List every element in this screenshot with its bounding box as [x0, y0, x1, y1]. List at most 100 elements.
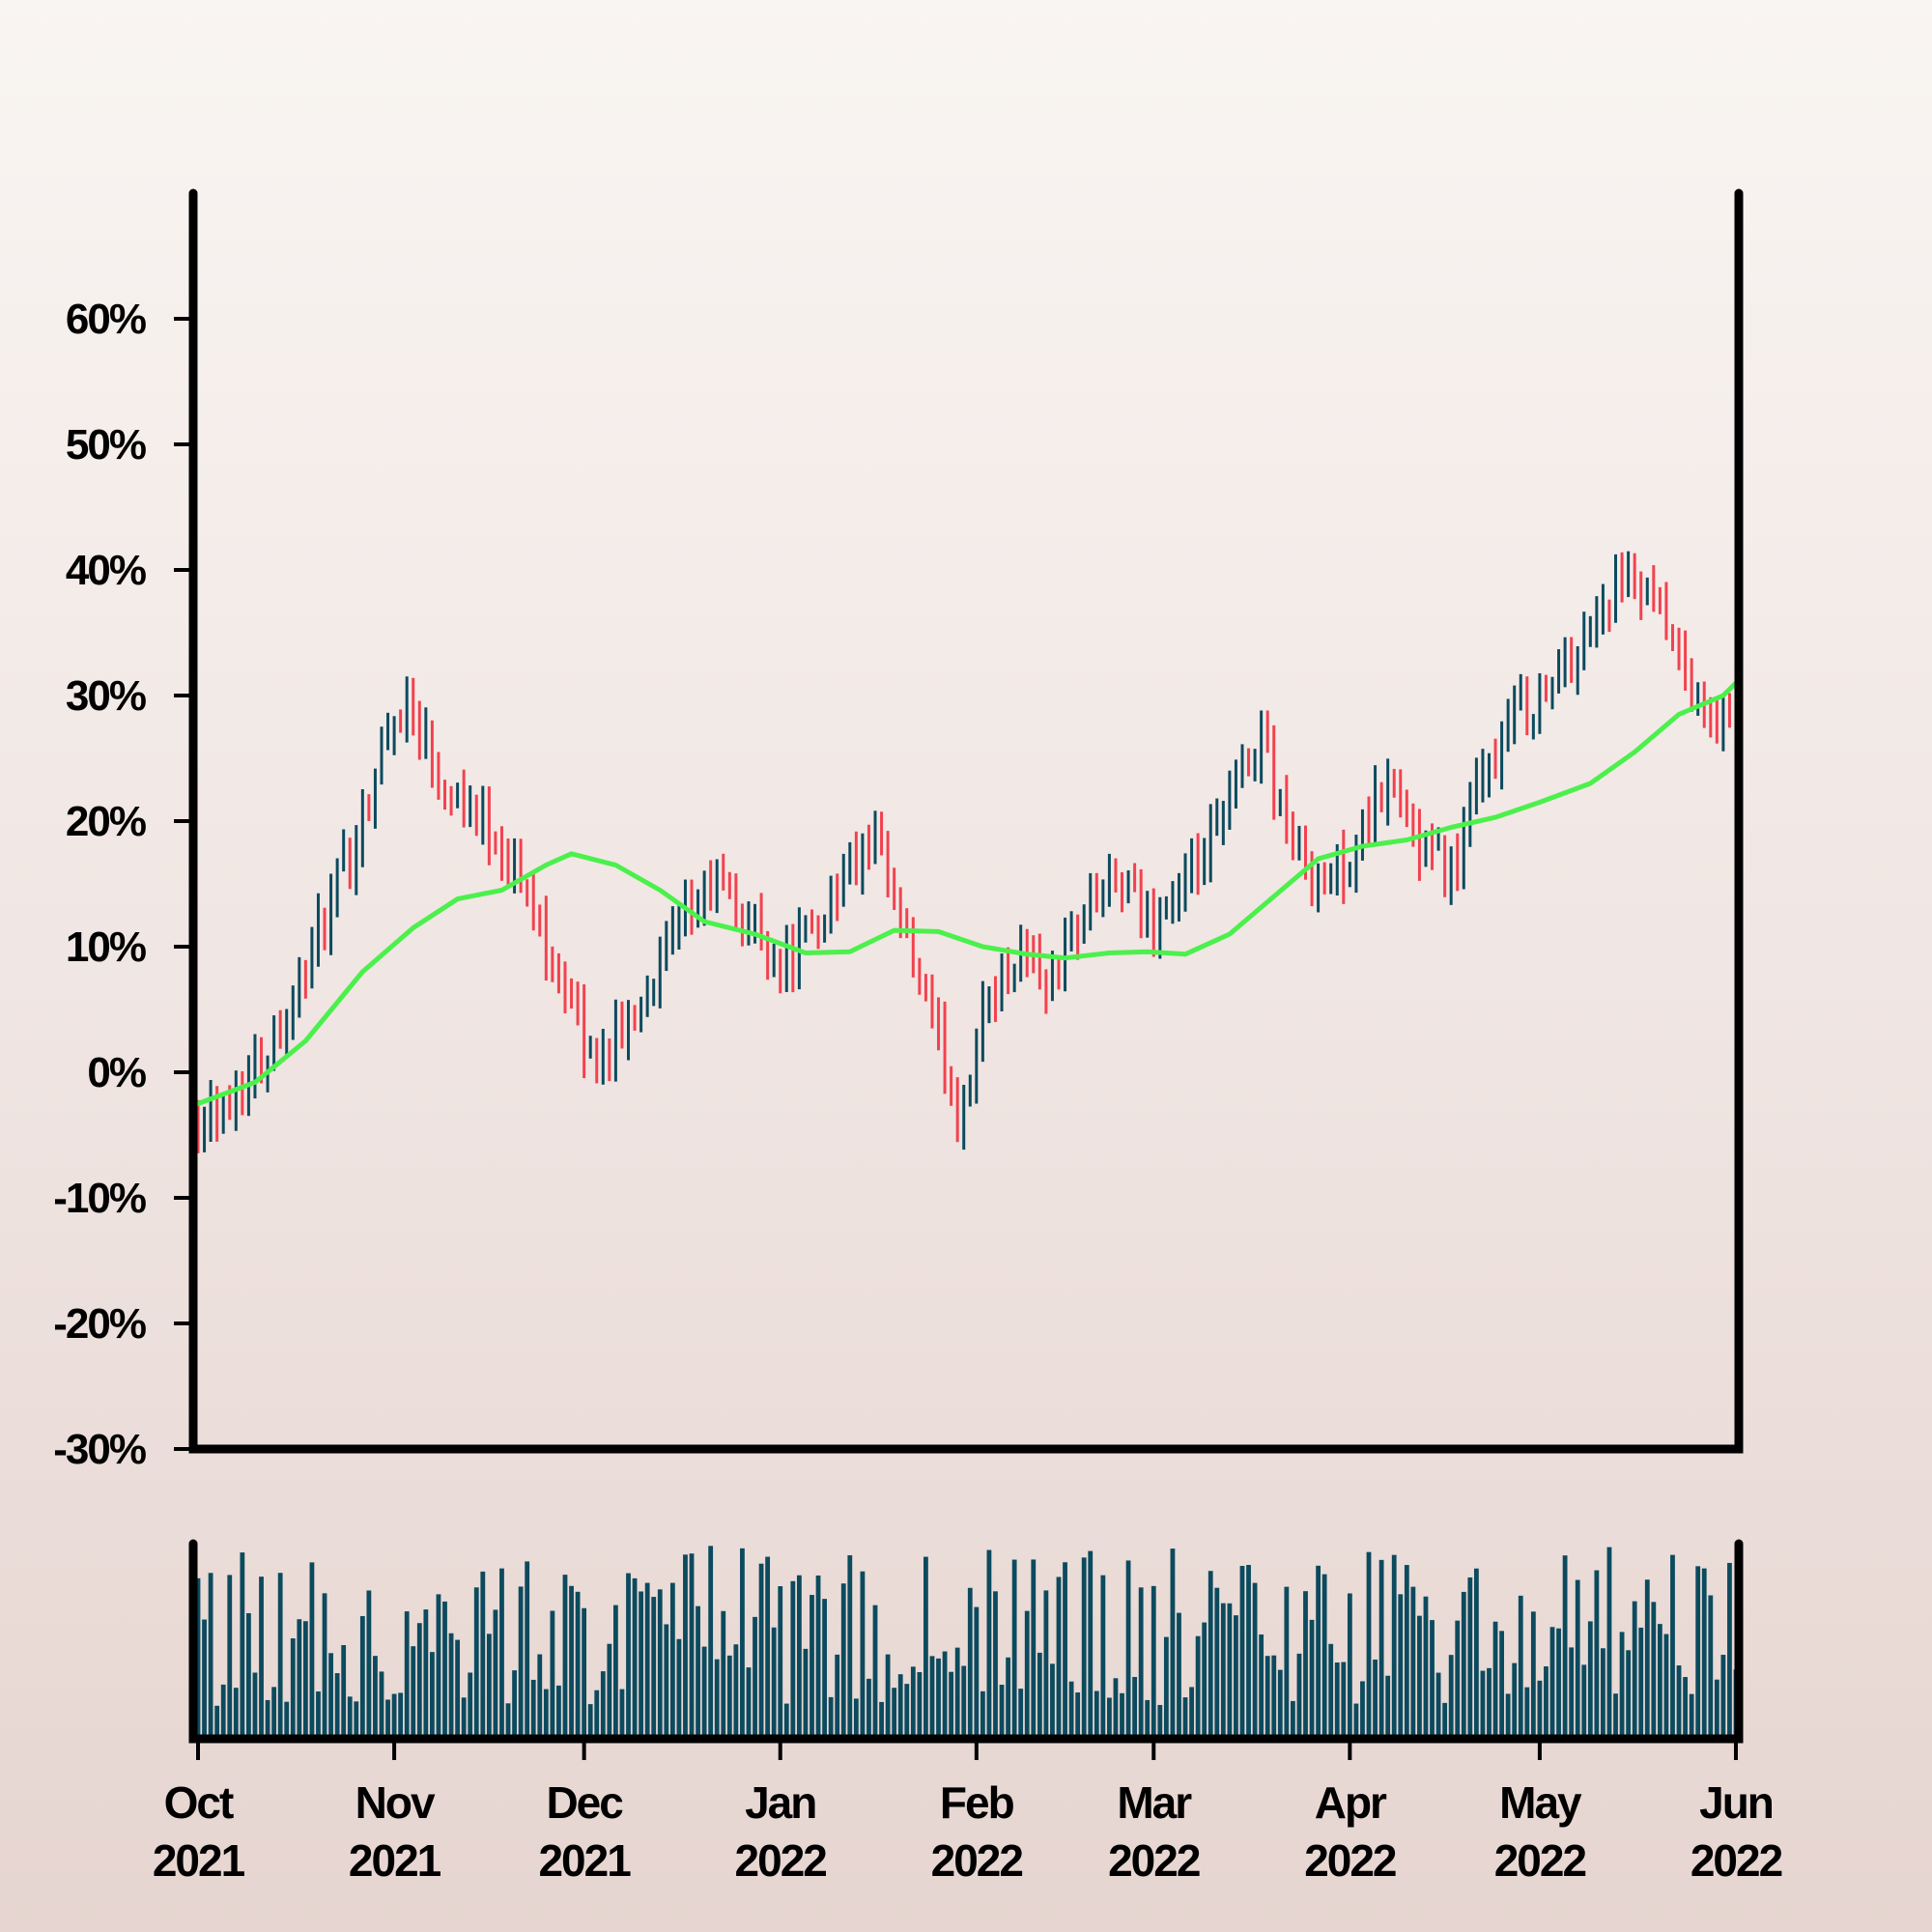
volume-bar	[1423, 1596, 1429, 1735]
volume-bar	[1619, 1632, 1625, 1735]
volume-bar	[1138, 1587, 1144, 1735]
y-tick-label: 60%	[66, 296, 146, 343]
volume-bar	[587, 1704, 593, 1735]
volume-bar	[753, 1616, 757, 1735]
volume-bar	[1378, 1559, 1384, 1735]
moving-average-line	[195, 680, 1739, 1106]
volume-bar	[480, 1571, 486, 1735]
volume-bar	[594, 1690, 600, 1735]
volume-bar	[208, 1573, 213, 1735]
y-tick-label: -10%	[53, 1175, 146, 1222]
volume-bar	[639, 1591, 644, 1735]
volume-bar	[1107, 1697, 1112, 1735]
volume-bar	[448, 1633, 454, 1735]
volume-bar	[436, 1594, 441, 1735]
volume-bar	[612, 1605, 618, 1735]
volume-bar	[416, 1623, 422, 1735]
volume-bar	[1284, 1586, 1290, 1735]
volume-bar	[233, 1688, 239, 1735]
x-tick-label-year: 2021	[153, 1835, 245, 1886]
volume-bar	[910, 1666, 916, 1735]
volume-bar	[1068, 1681, 1074, 1735]
volume-bar	[1549, 1627, 1555, 1735]
volume-bar	[575, 1591, 581, 1735]
volume-bar	[1316, 1565, 1321, 1735]
volume-bar	[929, 1656, 935, 1735]
volume-bar	[1663, 1634, 1669, 1735]
x-tick-label-month: Jan	[745, 1777, 815, 1828]
volume-bar	[1689, 1693, 1694, 1735]
volume-bar	[961, 1665, 967, 1735]
volume-bar	[359, 1615, 365, 1735]
volume-bar	[468, 1672, 473, 1735]
volume-bar	[1259, 1634, 1264, 1735]
volume-bar	[1113, 1678, 1119, 1735]
volume-bar	[835, 1654, 840, 1735]
volume-bar	[1334, 1662, 1340, 1735]
volume-bar	[1170, 1548, 1176, 1735]
volume-bar	[683, 1554, 688, 1735]
volume-bar	[373, 1656, 378, 1735]
y-tick-label: -20%	[53, 1300, 146, 1348]
volume-bar	[252, 1672, 258, 1735]
x-tick-label-month: Dec	[546, 1777, 623, 1828]
volume-bar	[696, 1605, 700, 1735]
volume-bar	[341, 1645, 347, 1735]
volume-bar	[1632, 1601, 1637, 1735]
x-tick-label-month: Jun	[1699, 1777, 1773, 1828]
volume-bar	[1581, 1664, 1587, 1735]
y-axis: 60% 50% 40% 30% 20% 10% 0% -10% -20% -30%	[53, 296, 193, 1473]
volume-bar	[309, 1562, 315, 1735]
volume-bar	[936, 1658, 941, 1735]
volume-bar	[1151, 1585, 1156, 1735]
volume-bar	[1398, 1594, 1404, 1735]
volume-bar	[815, 1575, 821, 1735]
volume-bar	[708, 1546, 714, 1735]
volume-bar	[867, 1678, 871, 1735]
volume-bar	[822, 1599, 827, 1735]
volume-bar	[657, 1589, 663, 1735]
volume-bar	[733, 1644, 739, 1735]
volume-bar	[993, 1591, 998, 1735]
volume-bar	[828, 1696, 834, 1735]
x-tick-label-year: 2021	[349, 1835, 441, 1886]
volume-bar	[796, 1575, 802, 1735]
volume-bar	[1031, 1559, 1037, 1735]
volume-bar	[676, 1638, 682, 1735]
x-tick-label-year: 2021	[538, 1835, 631, 1886]
volume-bar	[1094, 1690, 1099, 1735]
volume-bar	[746, 1667, 752, 1735]
x-tick-label-month: Oct	[164, 1777, 234, 1828]
volume-bar	[1487, 1667, 1492, 1735]
volume-bar	[1100, 1575, 1106, 1735]
volume-bar	[1214, 1587, 1220, 1735]
volume-bar	[1366, 1551, 1372, 1735]
volume-bar	[701, 1646, 707, 1735]
volume-bar	[302, 1621, 308, 1735]
volume-bar	[689, 1553, 695, 1735]
volume-bar	[1328, 1643, 1334, 1735]
volume-bar	[1480, 1670, 1486, 1735]
volume-bar	[1461, 1591, 1466, 1735]
volume-bar	[1467, 1577, 1473, 1735]
volume-bar	[1075, 1692, 1081, 1735]
volume-bar	[1120, 1692, 1124, 1735]
volume-bars	[195, 1546, 1739, 1735]
y-tick-label: 0%	[87, 1049, 145, 1096]
volume-bar	[1208, 1571, 1213, 1735]
volume-bar	[1435, 1672, 1441, 1735]
volume-bar	[1290, 1700, 1295, 1735]
volume-bar	[543, 1689, 549, 1735]
volume-bar	[1063, 1562, 1067, 1735]
volume-bar	[1006, 1657, 1010, 1735]
volume-bar	[1569, 1647, 1575, 1735]
volume-bar	[879, 1701, 884, 1735]
volume-bar	[810, 1595, 814, 1735]
volume-bar	[1676, 1665, 1682, 1735]
volume-bar	[1050, 1663, 1055, 1735]
volume-bar	[1011, 1559, 1017, 1735]
volume-bar	[1524, 1687, 1530, 1735]
volume-bar	[246, 1612, 251, 1735]
y-tick-label: 10%	[66, 923, 146, 971]
